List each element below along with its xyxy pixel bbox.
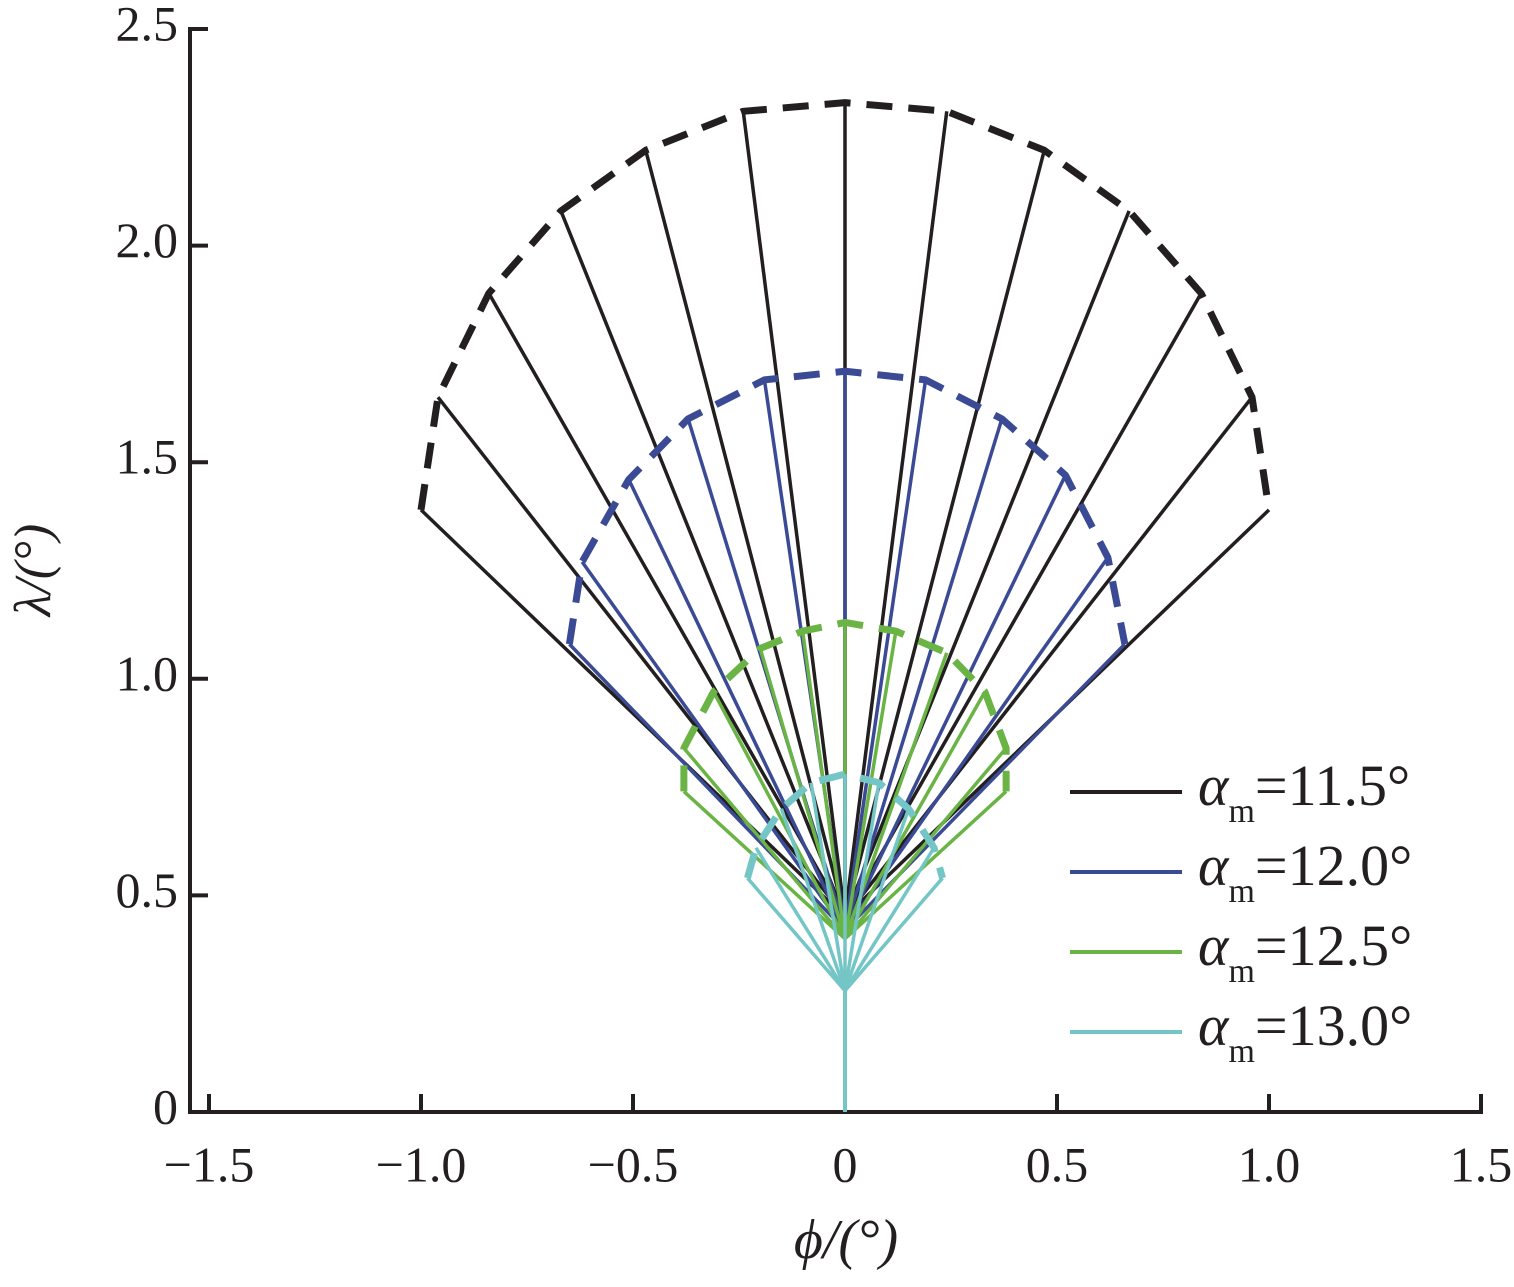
x-tick-label: 1.5	[1450, 1136, 1513, 1192]
ray	[627, 478, 847, 931]
y-tick-label: 0	[153, 1078, 178, 1134]
boundary	[744, 770, 946, 880]
legend-label: αm=13.0°	[1198, 993, 1412, 1069]
y-tick-label: 0.5	[116, 862, 179, 918]
ray	[843, 808, 911, 992]
ray	[843, 292, 1203, 918]
y-tick-label: 1.5	[116, 429, 179, 485]
ray	[843, 876, 944, 992]
ray	[843, 418, 1004, 931]
ray	[800, 630, 847, 939]
boundary	[417, 99, 1273, 511]
ray	[741, 111, 847, 918]
y-tick-label: 2.0	[116, 212, 179, 268]
ray	[779, 808, 847, 992]
ray	[809, 782, 847, 991]
y-axis-label: λ/(°)	[5, 524, 62, 618]
x-tick-label: −0.5	[588, 1136, 679, 1192]
ray	[712, 690, 847, 940]
ray	[843, 210, 1131, 918]
y-tick-label: 2.5	[116, 0, 179, 51]
ray	[843, 379, 928, 931]
ray	[487, 292, 847, 918]
ray	[843, 630, 898, 940]
x-tick-label: 0.5	[1026, 1136, 1089, 1192]
ray	[843, 111, 949, 918]
ray	[843, 396, 1254, 919]
legend-label: αm=11.5°	[1198, 753, 1410, 829]
legend-label: αm=12.0°	[1198, 833, 1412, 909]
x-tick-label: −1.0	[376, 1136, 467, 1192]
boundary	[565, 367, 1129, 645]
x-tick-label: 1.0	[1238, 1136, 1301, 1192]
ray	[559, 210, 847, 918]
ray	[682, 746, 847, 940]
ray	[843, 846, 936, 992]
ray	[843, 782, 881, 991]
ray	[754, 846, 847, 992]
x-tick-label: −1.5	[164, 1136, 255, 1192]
ray	[746, 876, 847, 992]
boundary	[680, 618, 1010, 792]
y-tick-label: 1.0	[116, 645, 179, 701]
ray	[843, 474, 1068, 931]
x-tick-label: 0	[833, 1136, 858, 1192]
ray	[419, 508, 847, 919]
legend-label: αm=12.5°	[1198, 913, 1412, 989]
ray	[843, 746, 1008, 940]
ray	[436, 396, 847, 919]
x-axis-label: ϕ/(°)	[794, 1209, 898, 1271]
